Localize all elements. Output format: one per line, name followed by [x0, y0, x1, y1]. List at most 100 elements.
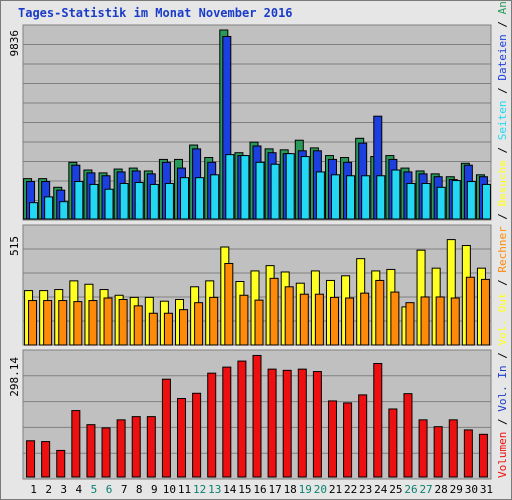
bar-volumen-day-21 [327, 400, 337, 478]
bar-rechner-day-13 [209, 296, 219, 346]
bar-rechner-day-30 [465, 276, 475, 346]
bar-seiten-day-15 [240, 155, 250, 220]
legend-item: Vol. Out [496, 293, 509, 346]
bar-seiten-day-22 [346, 175, 356, 220]
bar-rechner-day-7 [118, 298, 128, 346]
bar-volumen-day-13 [207, 372, 217, 478]
bar-rechner-day-6 [103, 297, 113, 346]
bar-volumen-day-15 [237, 360, 247, 478]
x-tick-label-day-23: 23 [359, 483, 372, 496]
bar-seiten-day-11 [180, 177, 190, 220]
bar-volumen-day-28 [433, 426, 443, 478]
x-tick-label-day-3: 3 [60, 483, 67, 496]
bar-seiten-day-17 [270, 163, 280, 220]
legend-item: Besuche [496, 160, 509, 206]
x-tick-label-day-19: 19 [299, 483, 312, 496]
x-tick-label-day-18: 18 [284, 483, 297, 496]
bar-seiten-day-21 [330, 174, 340, 220]
x-tick-label-day-27: 27 [419, 483, 432, 496]
bar-rechner-day-11 [179, 309, 189, 346]
legend-right: Volumen / Vol. In / Vol. Out / Rechner /… [496, 0, 509, 478]
bar-seiten-day-19 [300, 156, 310, 220]
bar-rechner-day-18 [284, 286, 294, 346]
x-tick-label-day-1: 1 [30, 483, 37, 496]
bar-rechner-day-16 [254, 299, 264, 346]
bar-seiten-day-9 [149, 183, 159, 220]
bar-rechner-day-17 [269, 277, 279, 346]
bar-volumen-day-2 [41, 441, 51, 478]
bar-seiten-day-10 [164, 182, 174, 220]
bar-seiten-day-29 [451, 180, 461, 220]
bar-rechner-day-3 [58, 300, 68, 346]
bar-seiten-day-23 [361, 175, 371, 220]
y-max-label-bottom: 298.14 [8, 357, 21, 397]
x-tick-label-day-8: 8 [136, 483, 143, 496]
x-tick-label-day-15: 15 [238, 483, 251, 496]
bar-seiten-day-18 [285, 153, 295, 220]
bar-seiten-day-5 [89, 183, 99, 220]
bar-volumen-day-7 [116, 419, 126, 478]
bar-rechner-day-9 [148, 312, 158, 346]
bar-seiten-day-16 [255, 161, 265, 220]
bar-rechner-day-29 [450, 297, 460, 346]
x-tick-label-day-10: 10 [163, 483, 176, 496]
x-tick-label-day-2: 2 [45, 483, 52, 496]
x-tick-label-day-9: 9 [151, 483, 158, 496]
bar-volumen-day-22 [343, 402, 353, 478]
bar-seiten-day-6 [104, 188, 114, 220]
bar-seiten-day-2 [44, 196, 54, 220]
bar-rechner-day-24 [375, 279, 385, 346]
x-tick-label-day-17: 17 [268, 483, 281, 496]
x-tick-label-day-29: 29 [450, 483, 463, 496]
bar-volumen-day-9 [146, 416, 156, 478]
bar-seiten-day-27 [421, 182, 431, 220]
bar-volumen-day-10 [161, 378, 171, 478]
chart-title: Tages-Statistik im Monat November 2016 [18, 6, 293, 20]
bar-rechner-day-4 [73, 301, 83, 346]
bar-volumen-day-4 [71, 410, 81, 478]
x-tick-label-day-7: 7 [121, 483, 128, 496]
bar-volumen-day-27 [418, 419, 428, 478]
legend-item: / [496, 206, 509, 226]
bar-volumen-day-23 [358, 394, 368, 478]
bar-seiten-day-14 [225, 154, 235, 220]
bar-rechner-day-14 [224, 263, 234, 346]
bar-seiten-day-7 [119, 182, 129, 220]
bar-volumen-day-18 [282, 369, 292, 478]
bar-seiten-day-20 [315, 171, 325, 220]
bar-rechner-day-25 [390, 291, 400, 346]
bar-volumen-day-25 [388, 408, 398, 478]
x-tick-label-day-16: 16 [253, 483, 266, 496]
bar-volumen-day-26 [403, 393, 413, 478]
legend-item: / [496, 81, 509, 101]
bar-rechner-day-19 [299, 293, 309, 346]
legend-item: Rechner [496, 226, 509, 273]
bar-rechner-day-5 [88, 300, 98, 346]
legend-item: Vol. In [496, 365, 509, 411]
bar-rechner-day-26 [405, 302, 415, 346]
y-max-label-middle: 515 [8, 236, 21, 256]
bar-seiten-day-13 [210, 174, 220, 220]
x-tick-label-day-4: 4 [76, 483, 83, 496]
legend-item: / [496, 346, 509, 366]
bar-rechner-day-1 [28, 300, 38, 346]
x-tick-label-day-25: 25 [389, 483, 402, 496]
bar-volumen-day-12 [192, 392, 202, 478]
bar-volumen-day-5 [86, 424, 96, 478]
bar-rechner-day-21 [329, 296, 339, 346]
bar-seiten-day-3 [59, 201, 69, 220]
bar-rechner-day-15 [239, 294, 249, 346]
x-tick-label-day-11: 11 [178, 483, 191, 496]
bar-volumen-day-11 [177, 398, 187, 478]
bar-rechner-day-10 [163, 312, 173, 346]
legend-item: Volumen [496, 432, 509, 478]
x-tick-label-day-13: 13 [208, 483, 221, 496]
bar-volumen-day-30 [463, 429, 473, 478]
x-tick-label-day-5: 5 [91, 483, 98, 496]
bar-rechner-day-31 [480, 278, 490, 346]
bar-volumen-day-6 [101, 427, 111, 478]
legend-item: Anfragen [496, 0, 509, 14]
legend-item: / [496, 273, 509, 293]
bar-volumen-day-1 [26, 440, 36, 478]
bar-volumen-day-17 [267, 368, 277, 478]
